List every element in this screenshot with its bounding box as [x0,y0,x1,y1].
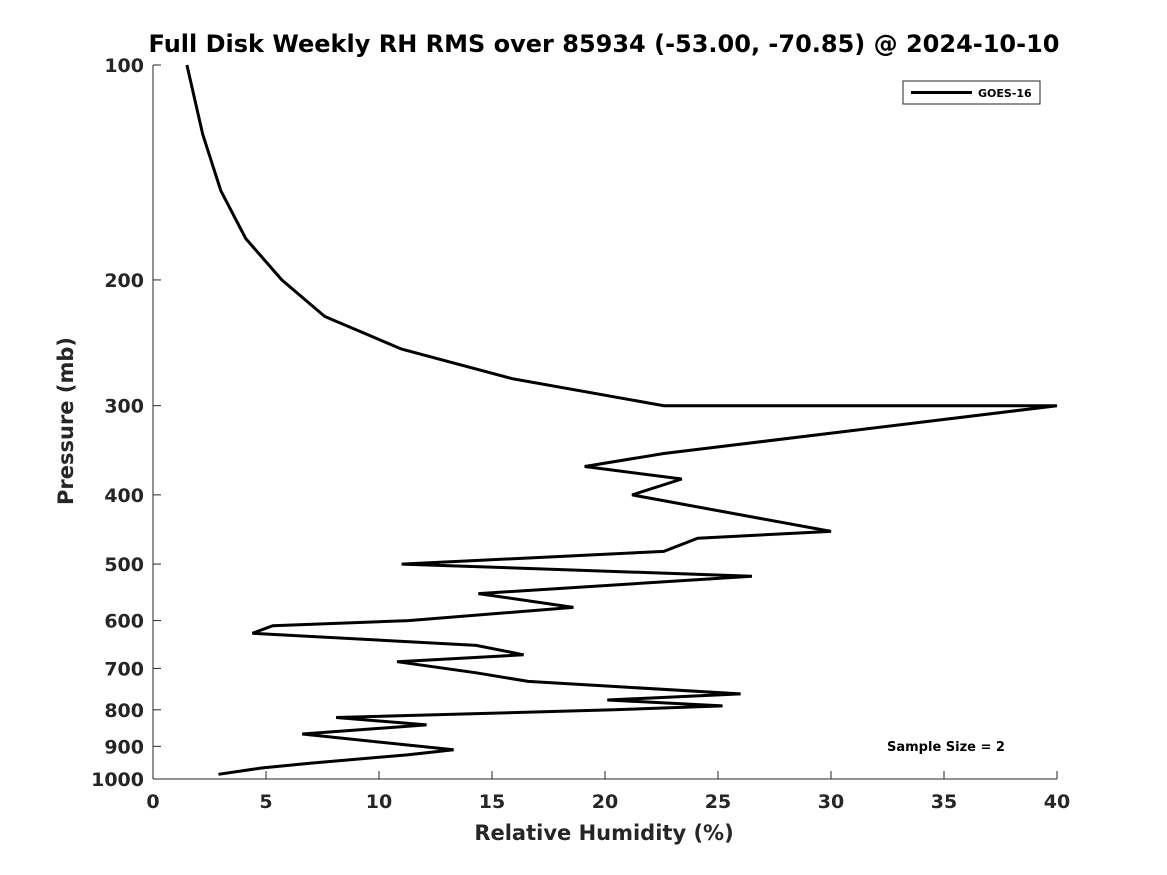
y-tick-label: 800 [104,700,144,722]
y-ticks: 100 200 300 400 500 600 700 800 900 1000 [91,55,161,791]
x-tick-label: 10 [366,791,392,813]
y-axis-label: Pressure (mb) [54,337,78,505]
y-tick-label: 900 [104,736,144,758]
series-layer [185,64,1058,776]
sample-size-annotation: Sample Size = 2 [887,740,1005,755]
x-tick-label: 25 [705,791,731,813]
x-tick-label: 20 [592,791,618,813]
y-tick-label: 700 [104,658,144,680]
legend-label-goes-16: GOES-16 [978,87,1032,100]
y-tick-label: 300 [104,396,144,418]
x-ticks: 0 5 10 15 20 25 30 35 40 [146,771,1070,813]
x-tick-label: 30 [818,791,844,813]
x-tick-label: 40 [1044,791,1070,813]
x-axis-label: Relative Humidity (%) [474,821,733,845]
y-tick-label: 400 [104,485,144,507]
y-tick-label: 1000 [91,769,144,791]
chart-title: Full Disk Weekly RH RMS over 85934 (-53.… [149,30,1060,58]
legend: GOES-16 [902,80,1041,105]
y-tick-label: 600 [104,611,144,633]
x-tick-label: 0 [146,791,159,813]
x-tick-label: 15 [479,791,505,813]
y-tick-label: 100 [104,55,144,77]
y-tick-label: 200 [104,270,144,292]
x-tick-label: 5 [259,791,272,813]
y-tick-label: 500 [104,554,144,576]
x-tick-label: 35 [931,791,957,813]
series-line-goes-16 [185,64,1058,776]
